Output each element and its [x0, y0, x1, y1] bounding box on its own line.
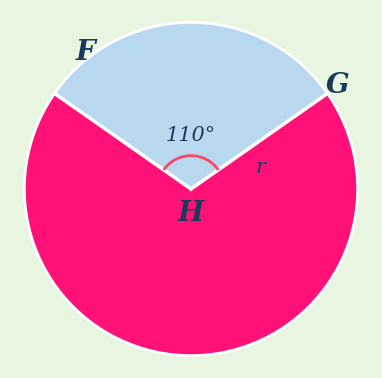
- Wedge shape: [55, 22, 327, 189]
- Text: 110°: 110°: [166, 126, 216, 145]
- Circle shape: [24, 22, 358, 356]
- Text: F: F: [76, 39, 96, 66]
- Text: G: G: [326, 72, 350, 99]
- Text: H: H: [178, 200, 204, 228]
- Text: r: r: [256, 158, 266, 177]
